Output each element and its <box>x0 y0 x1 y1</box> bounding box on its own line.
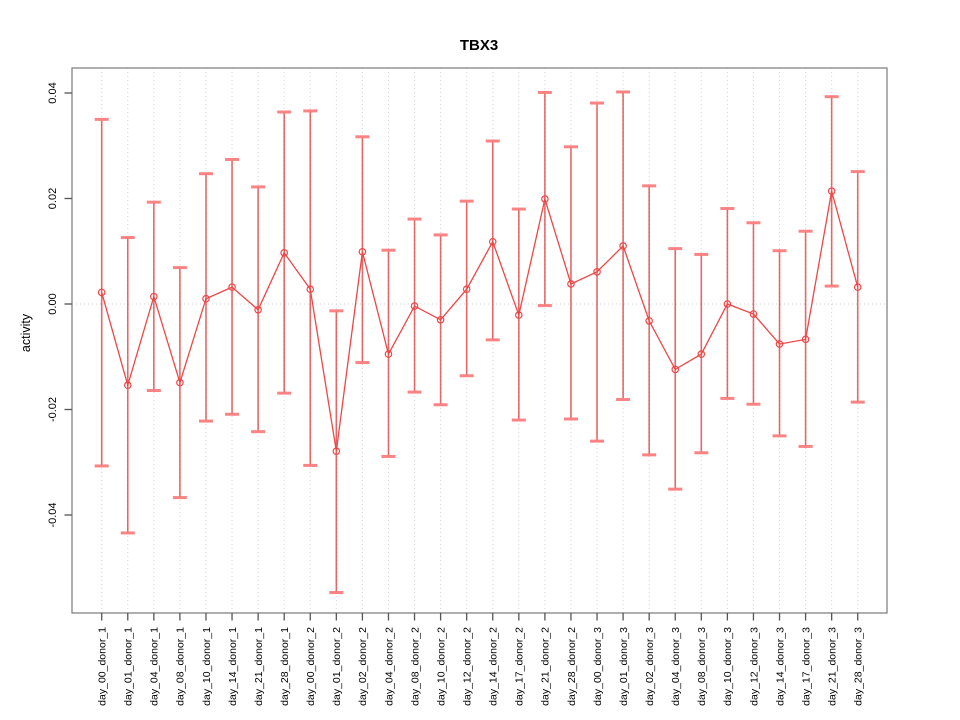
data-point-marker <box>515 311 523 319</box>
chart-title: TBX3 <box>460 37 498 54</box>
data-point-marker <box>567 280 575 288</box>
plot-border <box>71 67 888 614</box>
y-tick-label: 0.00 <box>47 293 59 314</box>
x-tick-label: day_28_donor_2 <box>566 627 578 706</box>
data-point-marker <box>697 350 706 358</box>
data-point-marker <box>410 302 419 310</box>
x-tick-label: day_01_donor_1 <box>123 627 135 706</box>
plot-area: 0.04 0.02 0.00 -0.02 -0.04 day_00_donor_1 day_… <box>47 67 888 706</box>
data-point-marker <box>853 283 862 291</box>
x-tick-label: day_08_donor_1 <box>175 627 187 706</box>
x-tick-label: day_08_donor_3 <box>696 627 708 706</box>
data-point-marker <box>488 237 497 246</box>
data-point-marker <box>358 247 367 256</box>
x-tick-label: day_00_donor_1 <box>97 627 109 706</box>
data-point-marker <box>176 378 184 387</box>
x-tick-label: day_14_donor_1 <box>227 627 239 706</box>
data-point-marker <box>306 285 315 294</box>
x-tick-label: day_12_donor_2 <box>461 627 473 706</box>
data-point-marker <box>384 350 393 358</box>
data-point-marker <box>202 294 210 303</box>
y-tick-label: 0.04 <box>47 82 59 103</box>
x-tick-label: day_08_donor_2 <box>409 627 421 706</box>
data-point-marker <box>593 268 601 276</box>
x-tick-label: day_28_donor_3 <box>853 627 865 706</box>
x-tick-label: day_12_donor_3 <box>748 627 760 706</box>
y-tick-label: -0.02 <box>47 397 59 422</box>
x-tick-label: day_00_donor_3 <box>592 627 604 706</box>
data-point-marker <box>254 306 262 314</box>
y-tick-label: 0.02 <box>47 188 59 209</box>
data-point-marker <box>280 249 288 257</box>
series-line <box>101 190 859 452</box>
x-tick-label: day_17_donor_2 <box>514 627 526 706</box>
x-tick-label: day_01_donor_3 <box>618 627 630 706</box>
x-tick-label: day_10_donor_2 <box>435 627 447 706</box>
x-tick-label: day_21_donor_3 <box>826 627 838 706</box>
data-point-marker <box>671 365 680 374</box>
data-point-marker <box>462 285 471 294</box>
y-axis-label: activity <box>19 313 33 352</box>
y-tick-label: -0.04 <box>47 502 59 527</box>
data-point-marker <box>619 242 627 250</box>
x-tick-label: day_17_donor_3 <box>800 627 812 706</box>
data-point-marker <box>123 381 132 390</box>
data-point-marker <box>801 335 810 344</box>
x-tick-label: day_01_donor_2 <box>331 627 343 706</box>
x-tick-label: day_00_donor_2 <box>305 627 317 706</box>
data-point-marker <box>150 292 158 301</box>
data-point-marker <box>332 447 341 455</box>
x-tick-label: day_14_donor_3 <box>774 627 786 706</box>
data-point-marker <box>541 195 549 203</box>
data-point-marker <box>749 310 758 318</box>
x-tick-label: day_04_donor_1 <box>149 627 161 706</box>
data-point-marker <box>775 340 784 348</box>
data-point-marker <box>436 316 445 324</box>
x-tick-label: day_02_donor_2 <box>357 627 369 706</box>
data-point-marker <box>228 283 236 291</box>
x-tick-label: day_21_donor_1 <box>253 627 265 706</box>
x-tick-label: day_10_donor_1 <box>201 627 213 706</box>
data-point-marker <box>827 187 836 195</box>
data-point-marker <box>723 300 732 308</box>
x-tick-label: day_04_donor_3 <box>670 627 682 706</box>
x-tick-label: day_10_donor_3 <box>722 627 734 706</box>
x-tick-label: day_04_donor_2 <box>383 627 395 706</box>
data-point-marker <box>645 317 653 325</box>
x-tick-label: day_02_donor_3 <box>644 627 656 706</box>
x-tick-label: day_28_donor_1 <box>279 627 291 706</box>
data-point-marker <box>97 288 106 297</box>
x-tick-label: day_14_donor_2 <box>488 627 500 706</box>
x-tick-label: day_21_donor_2 <box>540 627 552 706</box>
